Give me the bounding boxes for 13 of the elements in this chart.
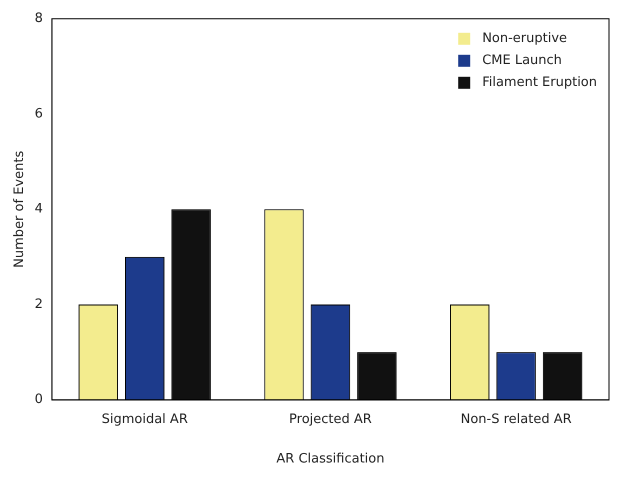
- legend-label: Filament Eruption: [482, 75, 598, 90]
- x-tick-label: Sigmoidal AR: [102, 412, 188, 427]
- y-tick-label: 4: [34, 202, 43, 217]
- y-tick-label: 8: [34, 11, 43, 26]
- y-tick-label: 6: [34, 106, 43, 122]
- x-axis-title: AR Classification: [276, 452, 384, 467]
- y-tick-label: 0: [34, 392, 43, 408]
- x-tick-label: Non-S related AR: [460, 412, 572, 427]
- y-tick-label: 2: [34, 296, 43, 312]
- x-tick-label: Projected AR: [289, 412, 372, 427]
- legend-label: CME Launch: [482, 53, 562, 68]
- y-axis-title: Number of Events: [12, 150, 28, 268]
- legend-label: Non-eruptive: [482, 31, 568, 46]
